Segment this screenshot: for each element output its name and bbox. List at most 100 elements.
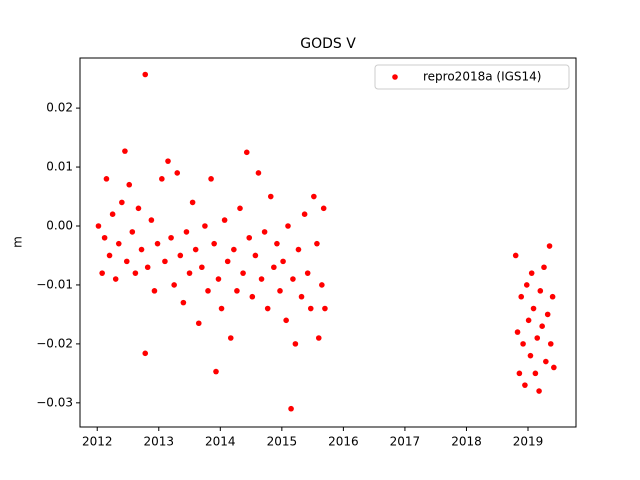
point <box>537 288 544 294</box>
point <box>249 293 256 300</box>
point <box>544 311 551 318</box>
point <box>252 252 259 259</box>
point <box>546 243 553 249</box>
point <box>189 199 196 206</box>
point <box>142 71 149 78</box>
point <box>115 240 122 247</box>
point <box>123 258 130 265</box>
point <box>541 264 547 271</box>
point <box>304 270 311 276</box>
plot-frame <box>79 57 577 428</box>
point <box>512 252 519 259</box>
point <box>285 223 291 229</box>
point <box>271 264 277 271</box>
point <box>288 405 294 412</box>
point <box>218 305 225 312</box>
point <box>516 370 523 377</box>
point <box>195 320 202 327</box>
point <box>525 317 532 324</box>
point <box>277 288 283 294</box>
point <box>177 252 184 259</box>
point <box>551 364 557 371</box>
legend-label: repro2018a (IGS14) <box>423 70 541 84</box>
x-tick-label: 2019 <box>513 435 544 449</box>
point <box>180 299 187 306</box>
point <box>320 205 327 212</box>
point <box>171 282 177 288</box>
point <box>549 293 556 300</box>
point <box>162 258 168 265</box>
point <box>199 264 205 271</box>
legend-box <box>374 64 570 90</box>
point <box>523 282 530 288</box>
point <box>530 305 537 312</box>
point <box>213 368 219 375</box>
point <box>547 341 554 347</box>
point <box>154 240 161 247</box>
point <box>261 229 268 235</box>
point <box>103 176 110 182</box>
point <box>186 270 193 276</box>
point <box>298 293 305 300</box>
y-tick-label: 0.01 <box>46 160 73 174</box>
point <box>314 240 320 247</box>
point <box>237 205 243 212</box>
point <box>311 193 317 200</box>
point <box>255 170 262 176</box>
point <box>129 229 136 235</box>
y-tick-label: −0.02 <box>36 336 73 350</box>
point <box>165 158 171 164</box>
point <box>240 270 246 276</box>
x-tick-label: 2014 <box>205 435 236 449</box>
point <box>159 176 165 182</box>
y-tick-label: −0.01 <box>36 277 73 291</box>
point <box>543 358 549 365</box>
point <box>174 170 181 176</box>
point <box>95 223 102 229</box>
point <box>126 181 133 188</box>
x-tick-label: 2018 <box>451 435 482 449</box>
x-tick-label: 2017 <box>390 435 421 449</box>
point <box>142 350 149 357</box>
point <box>135 205 142 212</box>
point <box>292 341 299 347</box>
point <box>183 229 190 235</box>
point <box>290 276 296 282</box>
point <box>106 252 113 259</box>
point <box>319 282 325 288</box>
point <box>231 246 237 253</box>
point <box>536 388 542 394</box>
point <box>322 305 328 312</box>
point <box>514 329 521 335</box>
point <box>520 341 526 347</box>
point <box>283 317 289 324</box>
x-tick-label: 2016 <box>328 435 359 449</box>
point <box>227 335 234 341</box>
point <box>534 335 541 341</box>
point <box>301 211 308 218</box>
y-axis-label: m <box>11 236 25 248</box>
point <box>527 352 534 359</box>
point <box>208 176 214 182</box>
point <box>528 270 535 276</box>
point <box>315 335 322 341</box>
point <box>532 370 539 377</box>
point <box>518 293 525 300</box>
point <box>151 288 158 294</box>
point <box>205 288 211 294</box>
point <box>234 288 240 294</box>
point <box>112 276 119 282</box>
point <box>295 246 302 253</box>
chart-title: GODS V <box>300 36 356 52</box>
point <box>215 276 222 282</box>
point <box>280 258 286 265</box>
point <box>307 305 314 312</box>
point <box>119 199 125 206</box>
point <box>211 240 217 247</box>
point <box>224 258 231 265</box>
point <box>243 149 250 156</box>
point <box>101 234 108 241</box>
point <box>221 217 228 223</box>
legend-marker <box>392 74 398 80</box>
